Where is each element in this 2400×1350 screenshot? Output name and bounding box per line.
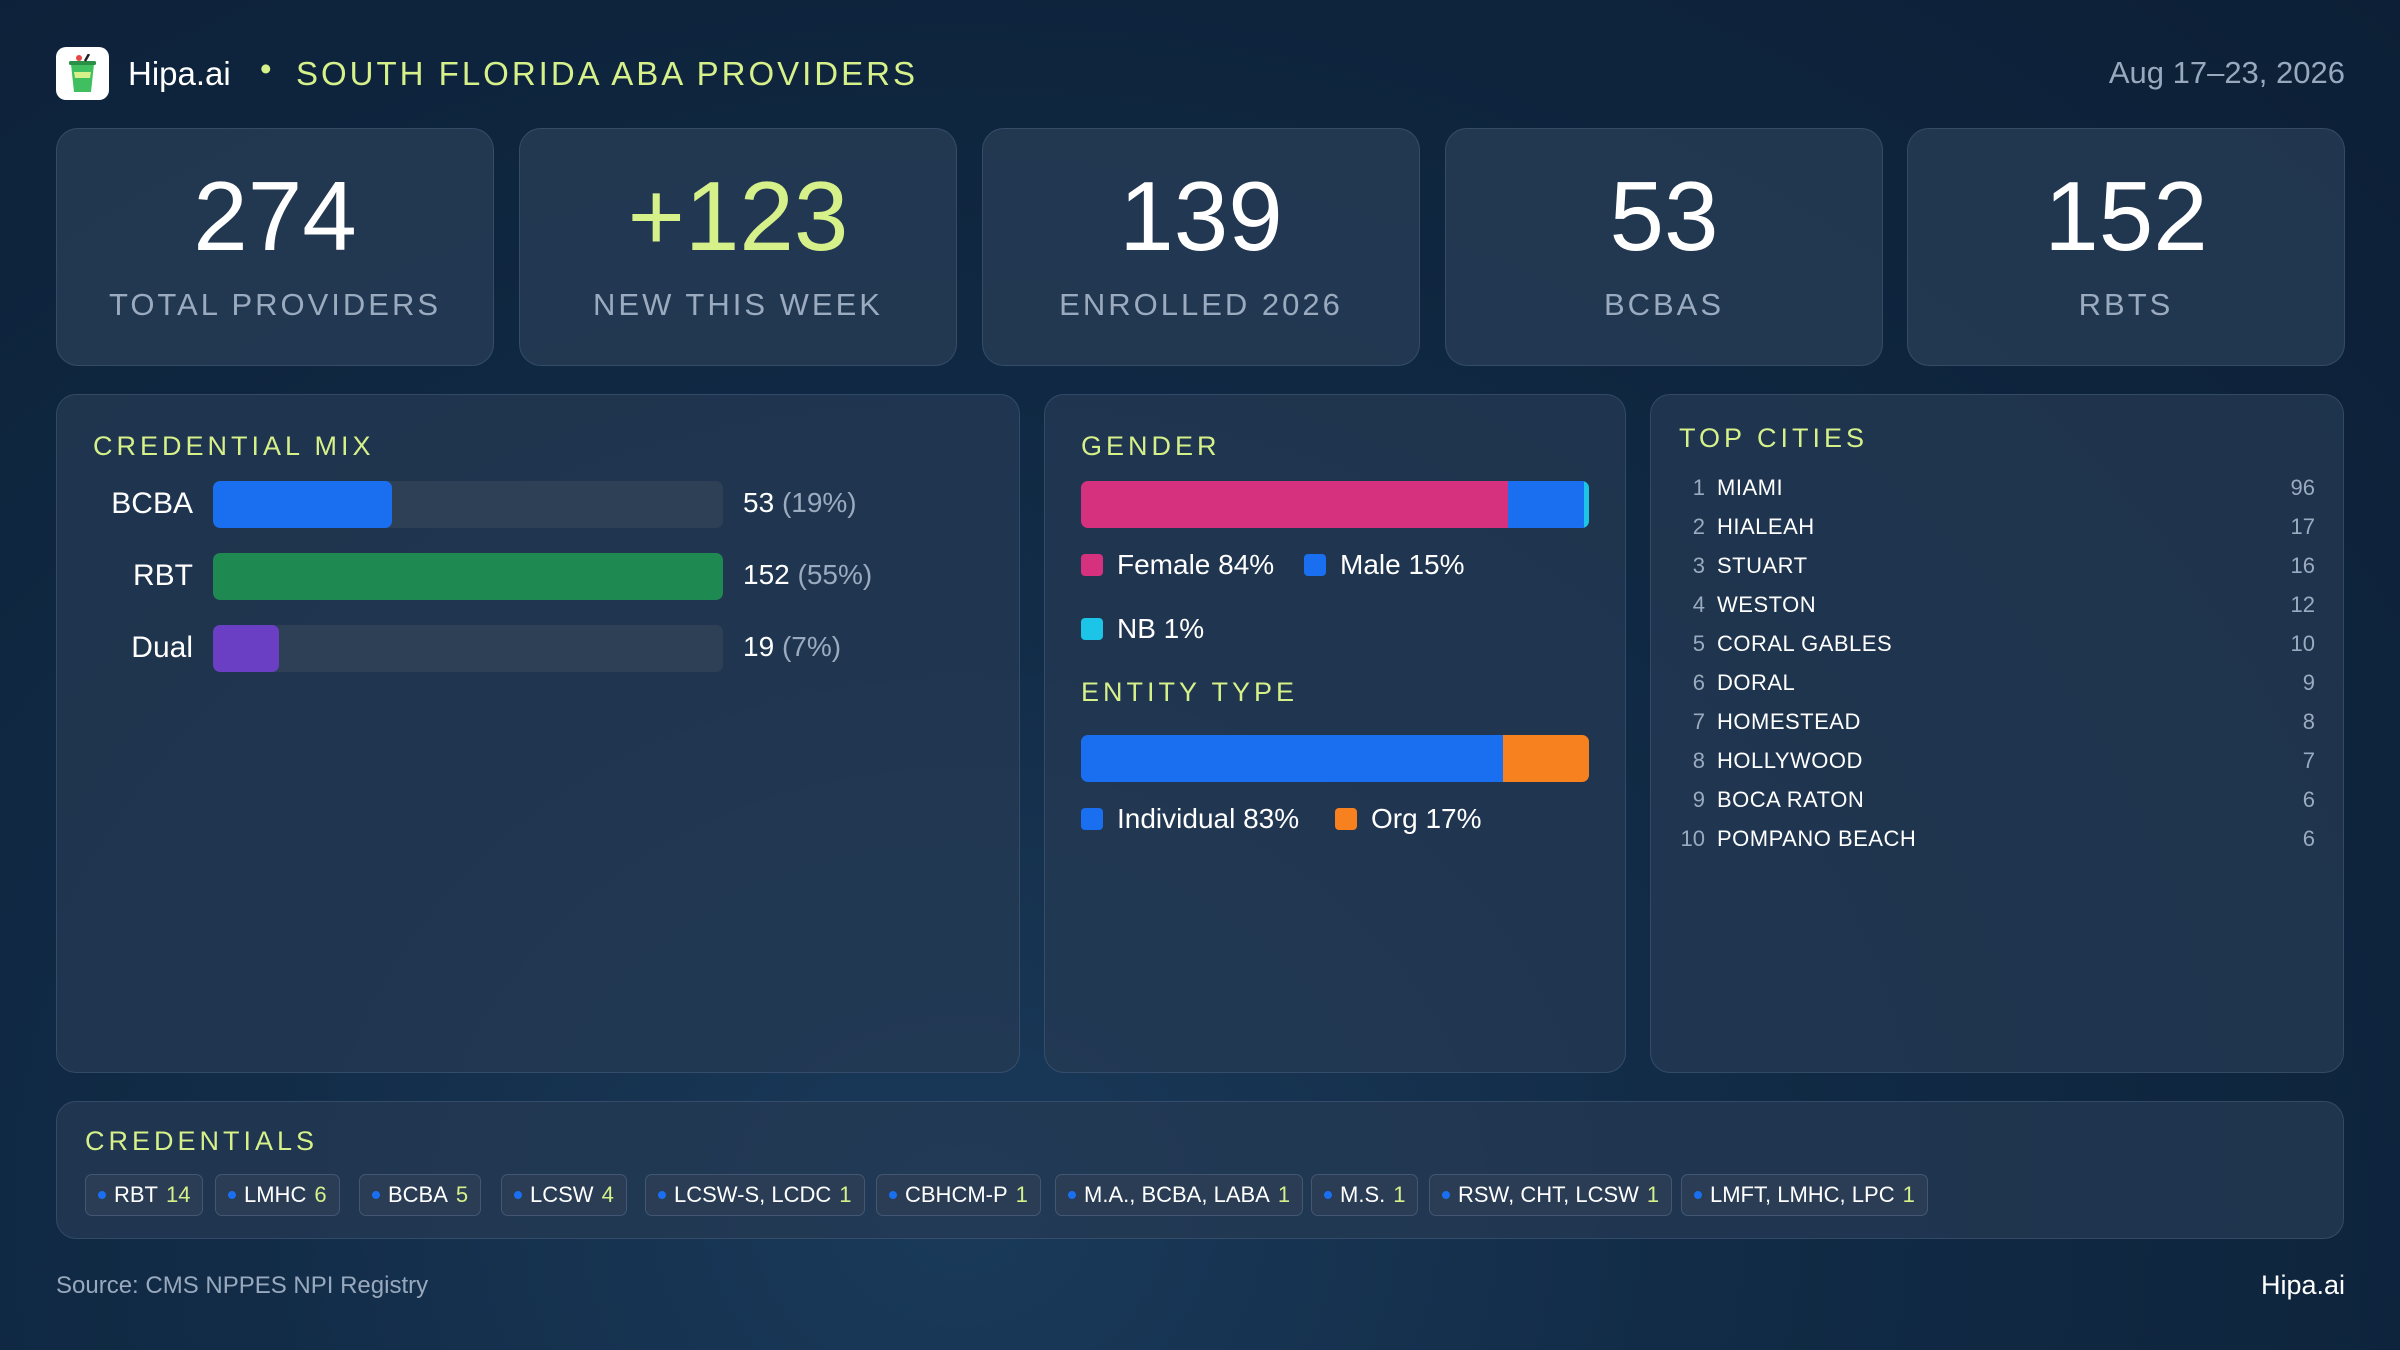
legend-swatch [1335, 808, 1357, 830]
kpi-card-total-providers: 274 TOTAL PROVIDERS [56, 128, 494, 366]
kpi-value: 152 [2044, 161, 2208, 271]
city-row: 10 POMPANO BEACH 6 [1680, 826, 2315, 851]
credential-mix-panel: CREDENTIAL MIX BCBA 53 (19%) RBT 152 (55… [56, 394, 1020, 1073]
gender-segment-male [1507, 481, 1584, 528]
kpi-value: +123 [627, 161, 849, 271]
legend-org: Org 17% [1335, 803, 1482, 835]
credential-chip: BCBA 5 [359, 1174, 482, 1216]
chip-dot [1068, 1191, 1076, 1199]
credential-chip: LMFT, LMHC, LPC 1 [1681, 1174, 1928, 1216]
gender-segment-nb [1583, 481, 1589, 528]
city-row: 3 STUART 16 [1692, 553, 2315, 578]
bar-label: RBT [133, 559, 193, 592]
entity-segment-org [1502, 735, 1589, 782]
entity-segment-individual [1081, 735, 1503, 782]
credential-chip: LCSW 4 [501, 1174, 627, 1216]
page-title: SOUTH FLORIDA ABA PROVIDERS [296, 55, 918, 92]
gender-segment-female [1081, 481, 1508, 528]
kpi-value: 139 [1119, 161, 1283, 271]
kpi-label: RBTS [2078, 287, 2174, 322]
legend-swatch [1081, 808, 1103, 830]
chip-dot [98, 1191, 106, 1199]
bar-fill-dual [213, 625, 280, 672]
city-row: 8 HOLLYWOOD 7 [1692, 748, 2315, 773]
city-row: 4 WESTON 12 [1692, 592, 2315, 617]
credential-chip: LCSW-S, LCDC 1 [645, 1174, 865, 1216]
kpi-label: ENROLLED 2026 [1059, 287, 1343, 322]
bar-track [213, 625, 723, 672]
section-title: CREDENTIAL MIX [93, 431, 375, 461]
gender-stacked-bar [1081, 481, 1589, 528]
chip-dot [372, 1191, 380, 1199]
app-logo [56, 47, 109, 100]
entity-stacked-bar [1081, 735, 1589, 782]
credential-chip: M.S. 1 [1311, 1174, 1419, 1216]
kpi-value: 53 [1609, 161, 1719, 271]
kpi-label: BCBAS [1603, 287, 1725, 322]
date-range: Aug 17–23, 2026 [2108, 55, 2345, 90]
section-title: TOP CITIES [1679, 423, 1869, 453]
legend-swatch [1081, 618, 1103, 640]
kpi-card-bcbas: 53 BCBAS [1445, 128, 1883, 366]
legend-male: Male 15% [1304, 549, 1465, 581]
city-row: 2 HIALEAH 17 [1692, 514, 2315, 539]
city-row: 1 MIAMI 96 [1692, 475, 2315, 500]
chip-dot [658, 1191, 666, 1199]
city-row: 7 HOMESTEAD 8 [1692, 709, 2315, 734]
section-title: GENDER [1081, 431, 1221, 461]
legend-swatch [1081, 554, 1103, 576]
bar-value: 53 (19%) [743, 487, 857, 518]
kpi-card-rbts: 152 RBTS [1907, 128, 2345, 366]
kpi-card-new-this-week: +123 NEW THIS WEEK [519, 128, 957, 366]
credentials-panel: CREDENTIALS RBT 14 LMHC 6 BCBA 5 LCSW 4 LCSW… [56, 1101, 2344, 1239]
legend-individual: Individual 83% [1081, 803, 1299, 835]
gender-entity-panel: GENDER Female 84% Male 15% NB 1% ENTITY … [1044, 394, 1626, 1073]
credential-chip: RBT 14 [85, 1174, 204, 1216]
bar-value: 19 (7%) [743, 631, 842, 662]
bar-track [213, 481, 723, 528]
footer-brand: Hipa.ai [2260, 1270, 2345, 1300]
credential-chip: RSW, CHT, LCSW 1 [1429, 1174, 1673, 1216]
legend-female: Female 84% [1081, 549, 1274, 581]
city-row: 9 BOCA RATON 6 [1692, 787, 2315, 812]
brand-name: Hipa.ai [128, 55, 231, 92]
city-row: 5 CORAL GABLES 10 [1692, 631, 2315, 656]
chip-dot [514, 1191, 522, 1199]
credential-chip: M.A., BCBA, LABA 1 [1055, 1174, 1304, 1216]
chip-dot [889, 1191, 897, 1199]
credential-chip: CBHCM-P 1 [876, 1174, 1041, 1216]
kpi-label: TOTAL PROVIDERS [108, 287, 442, 322]
kpi-label: NEW THIS WEEK [593, 287, 883, 322]
chip-dot [228, 1191, 236, 1199]
kpi-card-enrolled-2026: 139 ENROLLED 2026 [982, 128, 1420, 366]
kpi-value: 274 [193, 161, 357, 271]
drink-cup-icon [69, 54, 96, 92]
chip-dot [1442, 1191, 1450, 1199]
top-cities-panel: TOP CITIES 1 MIAMI 96 2 HIALEAH 17 3 STUART 16… [1650, 394, 2344, 1073]
section-title: ENTITY TYPE [1081, 677, 1299, 707]
chip-dot [1324, 1191, 1332, 1199]
bar-fill-rbt [213, 553, 723, 600]
header: Hipa.ai • SOUTH FLORIDA ABA PROVIDERS Au… [56, 46, 2345, 102]
bar-label: BCBA [111, 487, 193, 520]
bar-track [213, 553, 723, 600]
legend-nb: NB 1% [1081, 613, 1204, 645]
bar-label: Dual [131, 631, 193, 664]
chip-dot [1694, 1191, 1702, 1199]
legend-swatch [1304, 554, 1326, 576]
city-row: 6 DORAL 9 [1692, 670, 2315, 695]
data-source: Source: CMS NPPES NPI Registry [56, 1272, 429, 1299]
title-separator: • [260, 50, 272, 87]
credential-chip: LMHC 6 [215, 1174, 340, 1216]
bar-fill-bcba [213, 481, 392, 528]
bar-value: 152 (55%) [743, 559, 873, 590]
section-title: CREDENTIALS [85, 1126, 319, 1156]
